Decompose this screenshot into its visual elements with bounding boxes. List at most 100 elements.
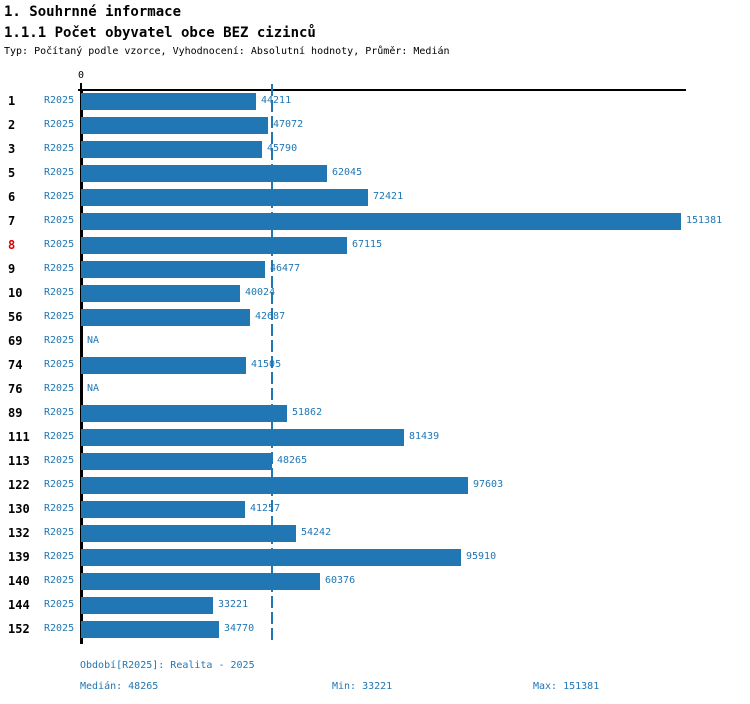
bar-value-label: 42687 [255, 311, 286, 322]
bar-value-label: 48265 [277, 455, 308, 466]
row-category-label: 111 [8, 430, 30, 444]
report-title: 1. Souhrnné informace [4, 4, 182, 20]
row-category-label: 5 [8, 166, 16, 180]
row-category-label: 6 [8, 190, 16, 204]
row-series-label: R2025 [44, 311, 75, 322]
row-category-label: 113 [8, 454, 30, 468]
bar [81, 213, 681, 230]
x-axis-line [78, 89, 686, 91]
bar [81, 309, 250, 326]
footer-median: Medián: 48265 [80, 681, 159, 692]
bar [81, 237, 347, 254]
bar-value-label: 54242 [301, 527, 332, 538]
row-series-label: R2025 [44, 575, 75, 586]
footer-period: Období[R2025]: Realita - 2025 [80, 660, 255, 671]
bar [81, 621, 219, 638]
bar-value-label: 72421 [373, 191, 404, 202]
row-category-label: 76 [8, 382, 23, 396]
na-label: NA [87, 335, 100, 346]
bar-value-label: 41505 [251, 359, 282, 370]
bar [81, 453, 272, 470]
row-category-label: 144 [8, 598, 30, 612]
chart-meta-line: Typ: Počítaný podle vzorce, Vyhodnocení:… [4, 46, 450, 57]
row-series-label: R2025 [44, 623, 75, 634]
row-series-label: R2025 [44, 479, 75, 490]
bar [81, 549, 461, 566]
row-category-label: 139 [8, 550, 30, 564]
row-series-label: R2025 [44, 407, 75, 418]
row-series-label: R2025 [44, 527, 75, 538]
bar [81, 405, 287, 422]
bar-value-label: 40024 [245, 287, 276, 298]
bar [81, 165, 327, 182]
row-category-label: 56 [8, 310, 23, 324]
bar [81, 189, 368, 206]
row-category-label: 1 [8, 94, 16, 108]
na-label: NA [87, 383, 100, 394]
bar [81, 285, 240, 302]
median-line [271, 84, 273, 643]
row-category-label: 132 [8, 526, 30, 540]
bar [81, 573, 320, 590]
row-series-label: R2025 [44, 191, 75, 202]
bar [81, 141, 262, 158]
row-series-label: R2025 [44, 263, 75, 274]
bar [81, 525, 296, 542]
bar-value-label: 60376 [325, 575, 356, 586]
bar-value-label: 46477 [270, 263, 301, 274]
bar [81, 429, 404, 446]
row-series-label: R2025 [44, 167, 75, 178]
bar-value-label: 97603 [473, 479, 504, 490]
x-axis-zero-label: 0 [78, 70, 85, 81]
row-series-label: R2025 [44, 359, 75, 370]
x-axis-zero-tick [80, 83, 82, 89]
row-category-label: 7 [8, 214, 16, 228]
bar-value-label: 47072 [273, 119, 304, 130]
bar [81, 477, 468, 494]
chart-title: 1.1.1 Počet obyvatel obce BEZ cizinců [4, 25, 316, 41]
row-series-label: R2025 [44, 335, 75, 346]
row-series-label: R2025 [44, 551, 75, 562]
bar-value-label: 67115 [352, 239, 383, 250]
bar-value-label: 44211 [261, 95, 292, 106]
row-category-label: 140 [8, 574, 30, 588]
row-series-label: R2025 [44, 287, 75, 298]
row-series-label: R2025 [44, 143, 75, 154]
bar-value-label: 34770 [224, 623, 255, 634]
row-series-label: R2025 [44, 95, 75, 106]
row-series-label: R2025 [44, 431, 75, 442]
row-series-label: R2025 [44, 119, 75, 130]
row-category-label: 152 [8, 622, 30, 636]
row-category-label: 122 [8, 478, 30, 492]
bar-value-label: 62045 [332, 167, 363, 178]
row-category-label: 8 [8, 238, 16, 252]
row-category-label: 9 [8, 262, 16, 276]
row-series-label: R2025 [44, 503, 75, 514]
row-category-label: 130 [8, 502, 30, 516]
bar [81, 261, 265, 278]
row-category-label: 3 [8, 142, 16, 156]
row-category-label: 69 [8, 334, 23, 348]
bar-value-label: 45790 [267, 143, 298, 154]
row-category-label: 10 [8, 286, 23, 300]
bar-value-label: 95910 [466, 551, 497, 562]
row-series-label: R2025 [44, 215, 75, 226]
bar [81, 501, 245, 518]
bar [81, 357, 246, 374]
bar-value-label: 151381 [686, 215, 723, 226]
row-category-label: 89 [8, 406, 23, 420]
bar [81, 117, 268, 134]
bar [81, 93, 256, 110]
row-series-label: R2025 [44, 383, 75, 394]
bar-value-label: 81439 [409, 431, 440, 442]
bar [81, 597, 213, 614]
bar-value-label: 51862 [292, 407, 323, 418]
bar-value-label: 33221 [218, 599, 249, 610]
row-series-label: R2025 [44, 455, 75, 466]
row-category-label: 74 [8, 358, 23, 372]
footer-min: Min: 33221 [332, 681, 393, 692]
row-series-label: R2025 [44, 239, 75, 250]
bar-value-label: 41257 [250, 503, 281, 514]
